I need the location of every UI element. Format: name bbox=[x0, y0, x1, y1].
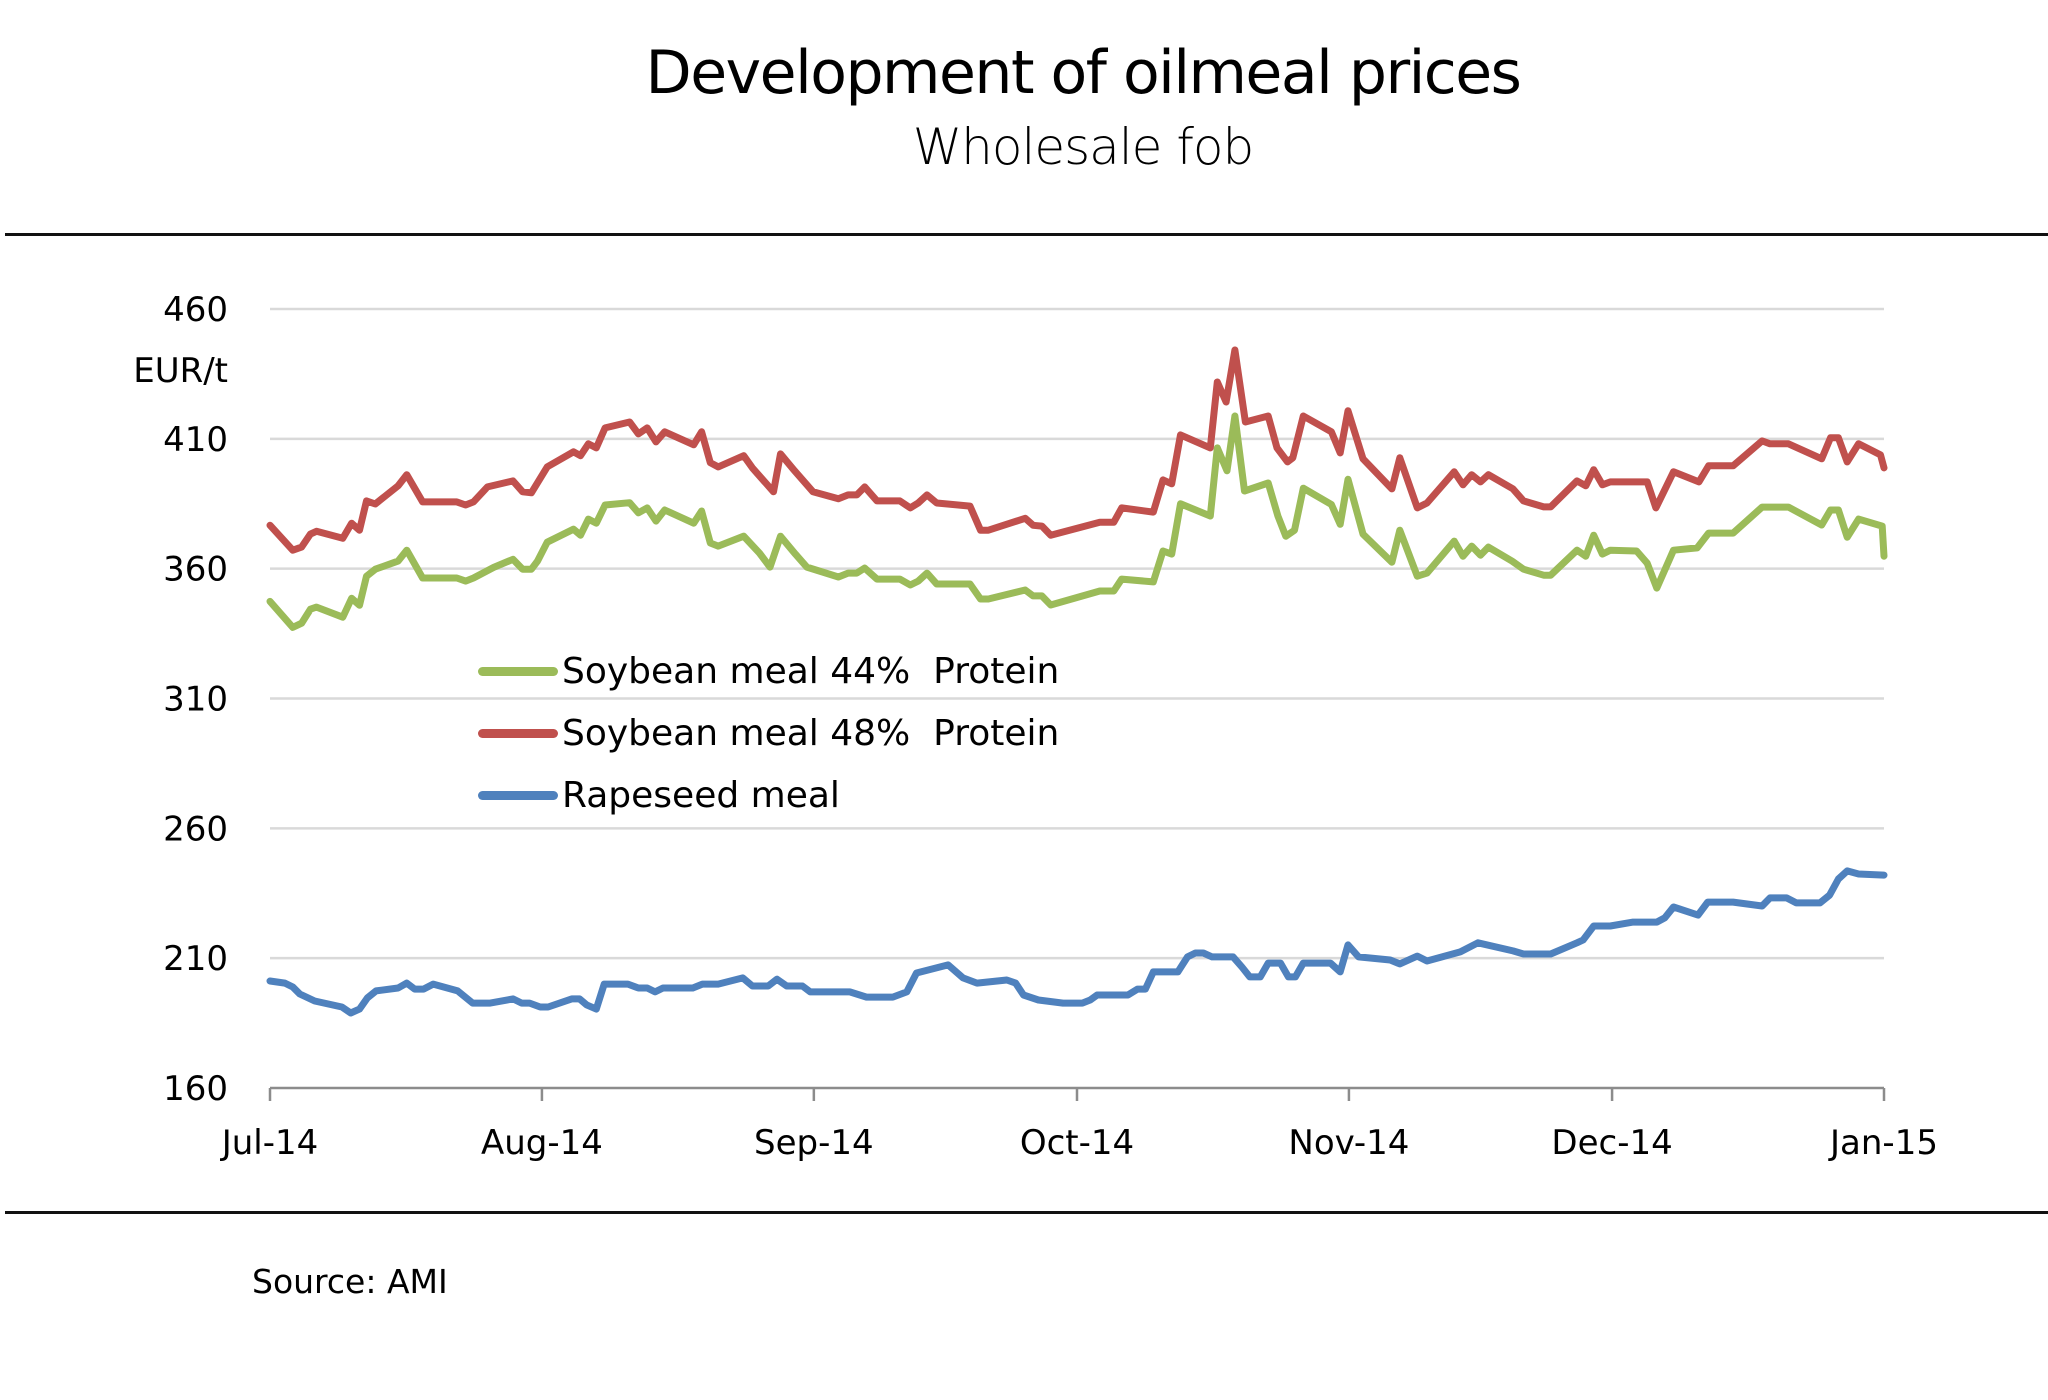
legend-item-soy44: Soybean meal 44% Protein bbox=[478, 640, 1059, 702]
legend-label-soy44: Soybean meal 44% Protein bbox=[562, 650, 1060, 692]
legend-item-rapeseed: Rapeseed meal bbox=[478, 764, 1059, 826]
x-axis: Jul-14 Aug-14 Sep-14 Oct-14 Nov-14 Dec-14 Jan-… bbox=[220, 1086, 1938, 1163]
legend-label-soy48: Soybean meal 48% Protein bbox=[562, 712, 1060, 754]
chart-subtitle: Wholesale fob bbox=[912, 118, 1255, 176]
x-tick-label: Jan-15 bbox=[1828, 1123, 1938, 1163]
legend: Soybean meal 44% Protein Soybean meal 48… bbox=[478, 640, 1059, 826]
y-axis-tick-labels: 160 210 260 310 360 410 460 bbox=[163, 290, 228, 1109]
series-soybean-meal-44 bbox=[266, 412, 1888, 631]
y-tick-label: 160 bbox=[163, 1069, 228, 1109]
x-tick-label: Jul-14 bbox=[220, 1123, 319, 1163]
y-axis-label: EUR/t bbox=[133, 351, 228, 391]
y-tick-label: 460 bbox=[163, 290, 228, 330]
legend-swatch-soy44 bbox=[478, 666, 558, 676]
top-divider bbox=[5, 233, 2048, 236]
x-tick-label: Nov-14 bbox=[1288, 1123, 1409, 1163]
x-tick-label: Dec-14 bbox=[1551, 1123, 1672, 1163]
legend-swatch-rapeseed bbox=[478, 790, 558, 800]
y-tick-label: 360 bbox=[163, 550, 228, 590]
bottom-divider bbox=[5, 1211, 2048, 1214]
y-tick-label: 260 bbox=[163, 809, 228, 849]
series-soybean-meal-48 bbox=[266, 346, 1888, 554]
legend-label-rapeseed: Rapeseed meal bbox=[562, 774, 840, 816]
legend-item-soy48: Soybean meal 48% Protein bbox=[478, 702, 1059, 764]
y-tick-label: 210 bbox=[163, 939, 228, 979]
x-tick-label: Aug-14 bbox=[481, 1123, 603, 1163]
series-lines bbox=[266, 346, 1888, 1017]
series-rapeseed-meal bbox=[266, 867, 1888, 1017]
y-tick-label: 310 bbox=[163, 680, 228, 720]
y-tick-label: 410 bbox=[163, 420, 228, 460]
gridlines bbox=[270, 307, 1884, 960]
chart-title: Development of oilmeal prices bbox=[645, 38, 1522, 108]
legend-swatch-soy48 bbox=[478, 728, 558, 738]
x-tick-label: Sep-14 bbox=[754, 1123, 874, 1163]
x-tick-label: Oct-14 bbox=[1020, 1123, 1134, 1163]
source-note: Source: AMI bbox=[252, 1262, 448, 1301]
